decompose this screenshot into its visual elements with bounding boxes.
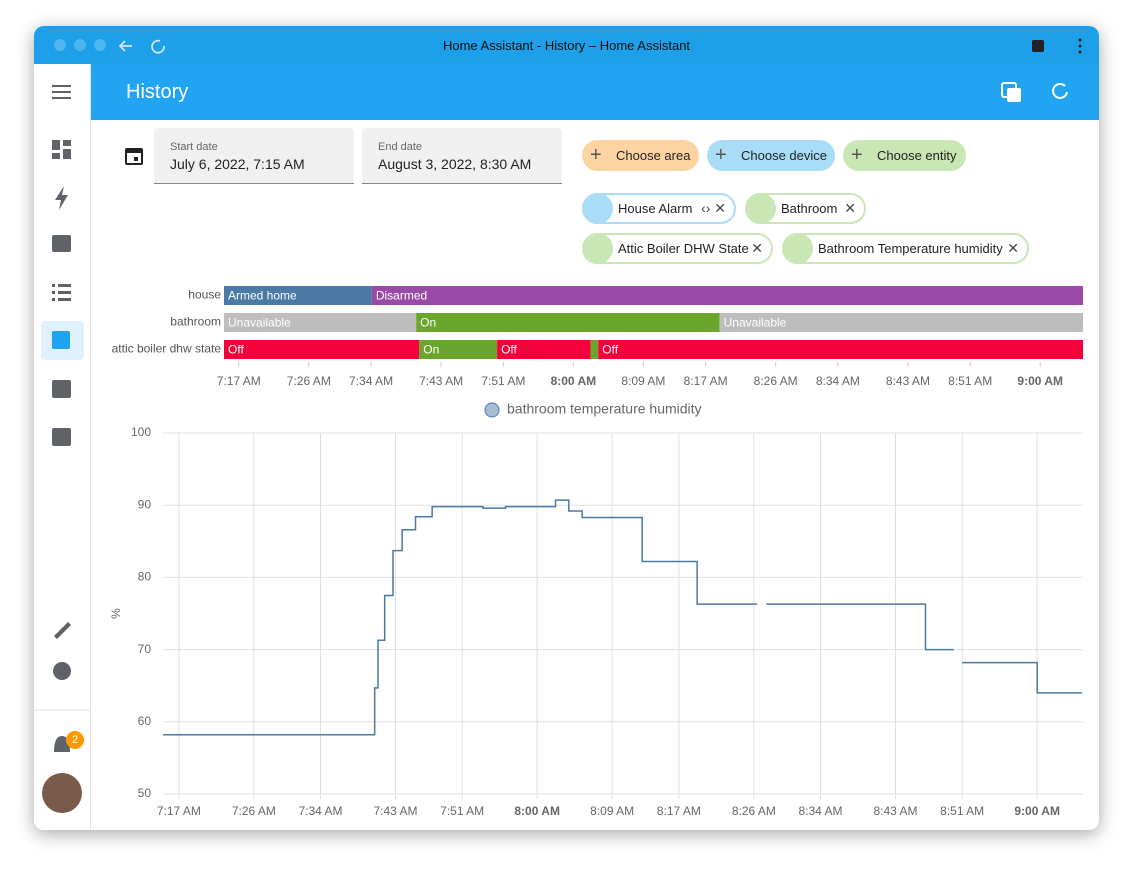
header-actions[interactable] xyxy=(999,80,1079,104)
x-tick-label: 7:17 AM xyxy=(217,374,261,388)
app-header: History xyxy=(91,64,1099,120)
picker-chip[interactable]: + Choose entity xyxy=(843,140,966,171)
chip-label: Choose entity xyxy=(877,148,957,163)
x-tick-label: 7:17 AM xyxy=(157,804,201,818)
toolbar-icons[interactable] xyxy=(1030,37,1086,55)
target-chip[interactable]: Bathroom ✕ xyxy=(745,193,866,224)
field-value: August 3, 2022, 8:30 AM xyxy=(378,156,532,172)
chip-label: Bathroom xyxy=(781,201,838,216)
y-axis-label: % xyxy=(109,608,123,619)
state-bar xyxy=(416,313,720,332)
line-series xyxy=(163,499,1083,736)
page-title: History xyxy=(126,81,189,103)
x-tick-label: 8:34 AM xyxy=(798,804,842,818)
x-tick-label: 7:26 AM xyxy=(287,374,331,388)
sidebar: 2 xyxy=(34,64,91,830)
window-button[interactable] xyxy=(54,39,66,51)
x-tick-label: 7:34 AM xyxy=(349,374,393,388)
state-bar xyxy=(371,286,1083,305)
title-bar: Home Assistant - History – Home Assistan… xyxy=(34,26,1099,64)
field-label: End date xyxy=(378,141,423,153)
end-date[interactable]: End date August 3, 2022, 8:30 AM xyxy=(362,128,562,184)
x-tick-label: 8:51 AM xyxy=(940,804,984,818)
state-bar xyxy=(719,313,1083,332)
picker-chip[interactable]: + Choose area xyxy=(582,140,699,171)
state-label: On xyxy=(420,316,436,330)
chip-label: Attic Boiler DHW State xyxy=(618,241,749,256)
y-tick-label: 70 xyxy=(138,642,152,656)
chip-label: Choose device xyxy=(741,148,827,163)
nav-buttons[interactable] xyxy=(118,36,178,56)
state-label: Off xyxy=(501,343,517,357)
legend-label: bathroom temperature humidity xyxy=(507,401,702,417)
y-tick-label: 90 xyxy=(138,497,152,511)
legend-swatch xyxy=(484,402,500,418)
state-bar xyxy=(224,286,372,305)
sidebar-icons xyxy=(34,85,90,813)
state-label: Off xyxy=(228,343,244,357)
window-button[interactable] xyxy=(94,39,106,51)
x-tick-label: 8:09 AM xyxy=(590,804,634,818)
x-tick-label: 8:34 AM xyxy=(816,374,860,388)
state-bar xyxy=(598,340,1083,359)
state-label: Off xyxy=(602,343,618,357)
target-chip[interactable]: Attic Boiler DHW State ✕ xyxy=(582,233,773,264)
x-tick-label: 9:00 AM xyxy=(1017,374,1063,388)
x-tick-label: 8:43 AM xyxy=(886,374,930,388)
x-tick-label: 8:09 AM xyxy=(621,374,665,388)
x-tick-label: 8:17 AM xyxy=(657,804,701,818)
state-bar xyxy=(497,340,591,359)
state-label: Armed home xyxy=(228,289,297,303)
x-tick-label: 8:00 AM xyxy=(514,804,560,818)
x-tick-label: 8:00 AM xyxy=(551,374,597,388)
row-label: bathroom xyxy=(170,315,221,329)
row-label: house xyxy=(188,288,221,302)
chip-label: House Alarm xyxy=(618,201,693,216)
target-chip[interactable]: Bathroom Temperature humidity ✕ xyxy=(782,233,1029,264)
state-bar xyxy=(224,340,420,359)
window-title: Home Assistant - History – Home Assistan… xyxy=(442,38,691,53)
state-label: Unavailable xyxy=(228,316,291,330)
chip-label: Choose area xyxy=(616,148,691,163)
chip-label: Bathroom Temperature humidity xyxy=(818,241,1003,256)
state-label: Unavailable xyxy=(724,316,787,330)
y-tick-label: 100 xyxy=(131,425,151,439)
calendar-icon[interactable] xyxy=(124,145,146,167)
field-value: July 6, 2022, 7:15 AM xyxy=(170,156,305,172)
x-tick-label: 8:26 AM xyxy=(754,374,798,388)
x-tick-label: 7:51 AM xyxy=(481,374,525,388)
x-tick-label: 7:43 AM xyxy=(373,804,417,818)
x-tick-label: 8:26 AM xyxy=(732,804,776,818)
x-tick-label: 8:17 AM xyxy=(684,374,728,388)
state-bar xyxy=(224,313,417,332)
state-label: On xyxy=(423,343,439,357)
x-tick-label: 7:51 AM xyxy=(440,804,484,818)
target-chip[interactable]: House Alarm ‹› ✕ xyxy=(582,193,736,224)
x-tick-label: 7:34 AM xyxy=(298,804,342,818)
y-tick-label: 80 xyxy=(138,570,152,584)
y-tick-label: 50 xyxy=(138,786,152,800)
x-tick-label: 8:43 AM xyxy=(873,804,917,818)
x-tick-label: 8:51 AM xyxy=(948,374,992,388)
picker-chip[interactable]: + Choose device xyxy=(707,140,835,171)
state-bar xyxy=(590,340,599,359)
x-tick-label: 7:43 AM xyxy=(419,374,463,388)
state-bar xyxy=(419,340,498,359)
y-tick-label: 60 xyxy=(138,714,152,728)
x-tick-label: 9:00 AM xyxy=(1014,804,1060,818)
x-tick-label: 7:26 AM xyxy=(232,804,276,818)
state-label: Disarmed xyxy=(376,289,427,303)
field-label: Start date xyxy=(170,141,218,153)
start-date[interactable]: Start date July 6, 2022, 7:15 AM xyxy=(154,128,354,184)
row-label: attic boiler dhw state xyxy=(112,342,222,356)
window-button[interactable] xyxy=(74,39,86,51)
notification-badge: 2 xyxy=(66,731,84,749)
